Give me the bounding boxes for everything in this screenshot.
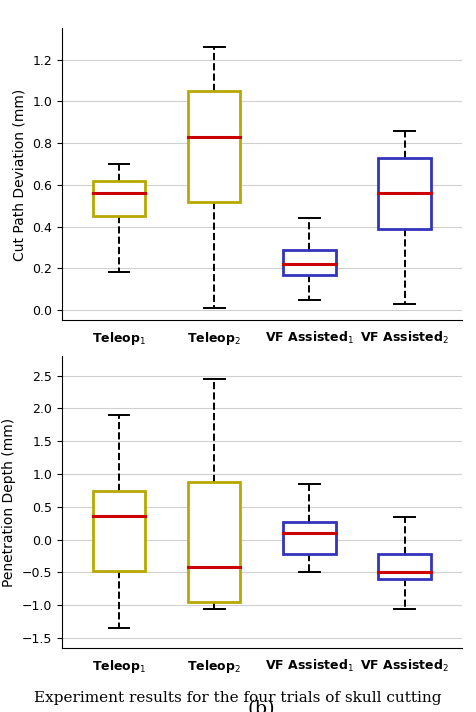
Bar: [188, 482, 240, 602]
Bar: [283, 522, 336, 554]
Bar: [93, 181, 145, 216]
Y-axis label: Penetration Depth (mm): Penetration Depth (mm): [2, 417, 16, 587]
Bar: [188, 91, 240, 201]
Text: Experiment results for the four trials of skull cutting: Experiment results for the four trials o…: [34, 691, 442, 705]
Bar: [283, 249, 336, 275]
Bar: [378, 158, 431, 229]
Y-axis label: Cut Path Deviation (mm): Cut Path Deviation (mm): [12, 88, 27, 261]
Bar: [378, 554, 431, 579]
Text: (a): (a): [248, 373, 275, 391]
Bar: [93, 491, 145, 571]
Text: (b): (b): [248, 701, 276, 712]
